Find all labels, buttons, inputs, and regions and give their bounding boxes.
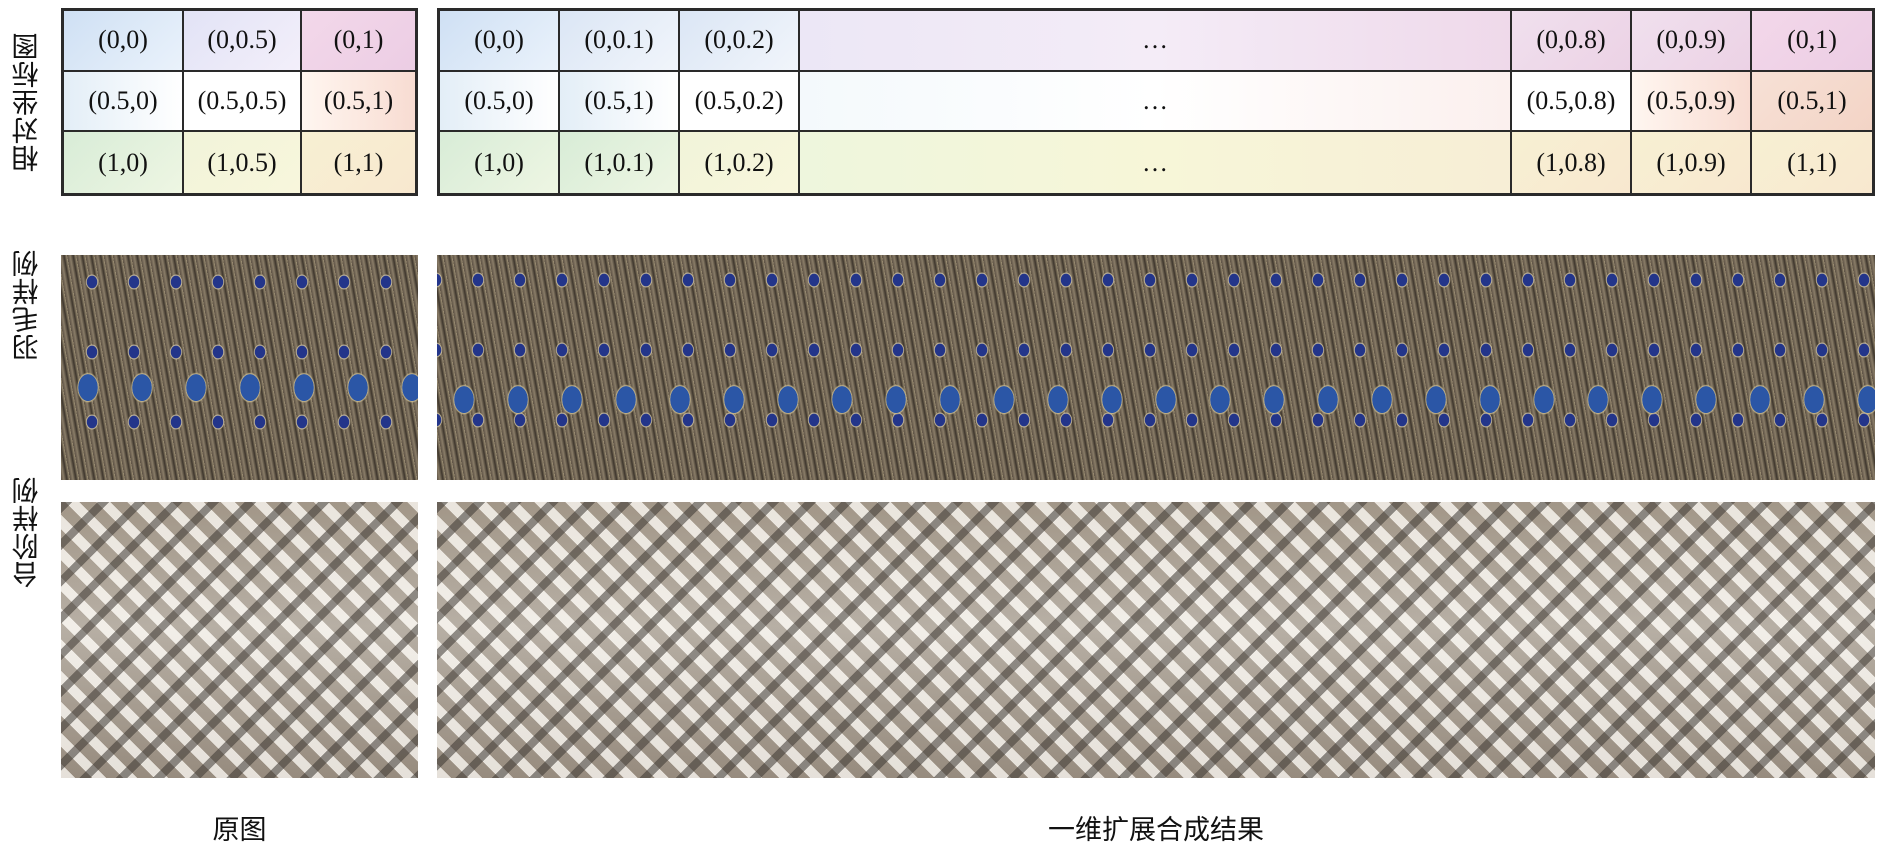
grid-cell: (0.5,1) <box>302 71 415 133</box>
expanded-coordinate-grid: (0,0) (0,0.1) (0,0.2) … (0,0.8) (0,0.9) … <box>437 8 1875 196</box>
stairs-original-image <box>61 502 418 778</box>
grid-cell: (0,0) <box>64 11 184 72</box>
grid-cell-ellipsis: … <box>800 11 1512 72</box>
row-label-coords: 相对坐标图 <box>12 32 44 172</box>
grid-cell: (0,0) <box>440 11 560 72</box>
grid-cell: (1,1) <box>302 132 415 193</box>
grid-cell: (0.5,1) <box>560 71 680 133</box>
stairs-expanded-image <box>437 502 1875 778</box>
grid-cell: (1,1) <box>1752 132 1872 193</box>
grid-cell: (0,0.2) <box>680 11 800 72</box>
row-label-stairs: 台阶样例 <box>12 476 44 588</box>
grid-cell: (0.5,0) <box>64 71 184 133</box>
caption-expanded: 一维扩展合成结果 <box>1048 815 1264 846</box>
grid-cell-ellipsis: … <box>800 132 1512 193</box>
grid-cell: (0,0.5) <box>184 11 302 72</box>
grid-cell-ellipsis: … <box>800 71 1512 133</box>
grid-cell: (0.5,0.2) <box>680 71 800 133</box>
grid-cell: (1,0.8) <box>1512 132 1632 193</box>
grid-cell: (0,1) <box>1752 11 1872 72</box>
grid-cell: (0.5,0.5) <box>184 71 302 133</box>
grid-cell: (0,0.9) <box>1632 11 1752 72</box>
row-label-feather: 羽毛样例 <box>12 249 44 361</box>
grid-cell: (0.5,0.8) <box>1512 71 1632 133</box>
grid-cell: (1,0) <box>440 132 560 193</box>
grid-cell: (0,1) <box>302 11 415 72</box>
feather-expanded-image <box>437 255 1875 480</box>
original-coordinate-grid: (0,0) (0,0.5) (0,1) (0.5,0) (0.5,0.5) (0… <box>61 8 418 196</box>
grid-cell: (0,0.1) <box>560 11 680 72</box>
grid-cell: (1,0.9) <box>1632 132 1752 193</box>
grid-cell: (0,0.8) <box>1512 11 1632 72</box>
grid-cell: (1,0.1) <box>560 132 680 193</box>
grid-cell: (1,0) <box>64 132 184 193</box>
grid-cell: (0.5,0.9) <box>1632 71 1752 133</box>
grid-cell: (0.5,1) <box>1752 71 1872 133</box>
feather-original-image <box>61 255 418 480</box>
grid-cell: (1,0.5) <box>184 132 302 193</box>
grid-cell: (1,0.2) <box>680 132 800 193</box>
grid-cell: (0.5,0) <box>440 71 560 133</box>
caption-original: 原图 <box>212 815 267 846</box>
